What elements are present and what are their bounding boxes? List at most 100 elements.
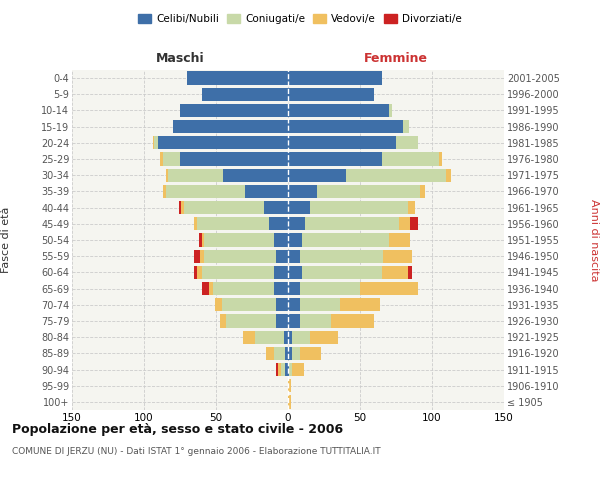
Bar	[205, 250, 277, 263]
Bar	[194, 266, 197, 279]
Bar	[288, 201, 310, 214]
Bar	[407, 266, 412, 279]
Bar	[310, 330, 338, 344]
Bar	[278, 363, 281, 376]
Bar	[197, 266, 202, 279]
Bar	[152, 136, 154, 149]
Bar	[181, 201, 184, 214]
Bar	[288, 185, 317, 198]
Bar	[288, 120, 403, 134]
Bar	[288, 266, 302, 279]
Bar	[285, 363, 288, 376]
Bar	[202, 282, 209, 295]
Bar	[360, 282, 418, 295]
Bar	[199, 234, 202, 246]
Bar	[340, 298, 380, 312]
Bar	[289, 363, 292, 376]
Bar	[346, 168, 446, 182]
Bar	[288, 314, 299, 328]
Bar	[288, 136, 396, 149]
Bar	[317, 185, 421, 198]
Bar	[288, 88, 374, 101]
Bar	[288, 250, 299, 263]
Bar	[331, 314, 374, 328]
Bar	[310, 201, 407, 214]
Bar	[202, 266, 274, 279]
Bar	[245, 185, 288, 198]
Bar	[421, 185, 425, 198]
Bar	[180, 152, 288, 166]
Bar	[187, 72, 288, 85]
Bar	[292, 363, 304, 376]
Bar	[389, 104, 392, 117]
Bar	[299, 298, 340, 312]
Bar	[288, 379, 291, 392]
Bar	[399, 217, 410, 230]
Bar	[383, 250, 412, 263]
Bar	[202, 88, 288, 101]
Bar	[382, 152, 439, 166]
Bar	[305, 217, 399, 230]
Bar	[180, 104, 288, 117]
Bar	[288, 298, 299, 312]
Bar	[194, 217, 197, 230]
Text: Maschi: Maschi	[155, 52, 205, 65]
Bar	[288, 330, 292, 344]
Bar	[154, 136, 158, 149]
Bar	[274, 282, 288, 295]
Bar	[396, 136, 418, 149]
Bar	[202, 234, 205, 246]
Bar	[277, 250, 288, 263]
Bar	[274, 266, 288, 279]
Text: Anni di nascita: Anni di nascita	[589, 198, 599, 281]
Bar	[288, 72, 382, 85]
Bar	[288, 396, 291, 408]
Bar	[226, 314, 277, 328]
Bar	[269, 217, 288, 230]
Bar	[223, 168, 288, 182]
Text: COMUNE DI JERZU (NU) - Dati ISTAT 1° gennaio 2006 - Elaborazione TUTTITALIA.IT: COMUNE DI JERZU (NU) - Dati ISTAT 1° gen…	[12, 448, 380, 456]
Bar	[274, 346, 285, 360]
Bar	[299, 314, 331, 328]
Bar	[403, 120, 409, 134]
Bar	[173, 120, 288, 134]
Bar	[163, 152, 180, 166]
Bar	[205, 234, 274, 246]
Bar	[215, 298, 222, 312]
Bar	[302, 234, 389, 246]
Bar	[382, 266, 407, 279]
Bar	[179, 201, 181, 214]
Text: Popolazione per età, sesso e stato civile - 2006: Popolazione per età, sesso e stato civil…	[12, 422, 343, 436]
Bar	[284, 330, 288, 344]
Bar	[274, 234, 288, 246]
Bar	[285, 346, 288, 360]
Bar	[288, 104, 389, 117]
Bar	[158, 136, 288, 149]
Bar	[166, 185, 245, 198]
Bar	[288, 346, 292, 360]
Bar	[200, 250, 205, 263]
Bar	[163, 185, 166, 198]
Bar	[277, 298, 288, 312]
Bar	[166, 168, 169, 182]
Bar	[160, 152, 163, 166]
Bar	[209, 282, 213, 295]
Bar	[407, 201, 415, 214]
Bar	[244, 330, 255, 344]
Bar	[302, 266, 382, 279]
Bar	[288, 152, 382, 166]
Bar	[281, 363, 285, 376]
Bar	[213, 282, 274, 295]
Text: Femmine: Femmine	[364, 52, 428, 65]
Bar	[299, 282, 360, 295]
Bar	[263, 201, 288, 214]
Bar	[184, 201, 263, 214]
Bar	[288, 234, 302, 246]
Bar	[292, 346, 299, 360]
Bar	[220, 314, 226, 328]
Bar	[288, 282, 299, 295]
Bar	[266, 346, 274, 360]
Bar	[222, 298, 277, 312]
Text: Fasce di età: Fasce di età	[1, 207, 11, 273]
Bar	[288, 217, 305, 230]
